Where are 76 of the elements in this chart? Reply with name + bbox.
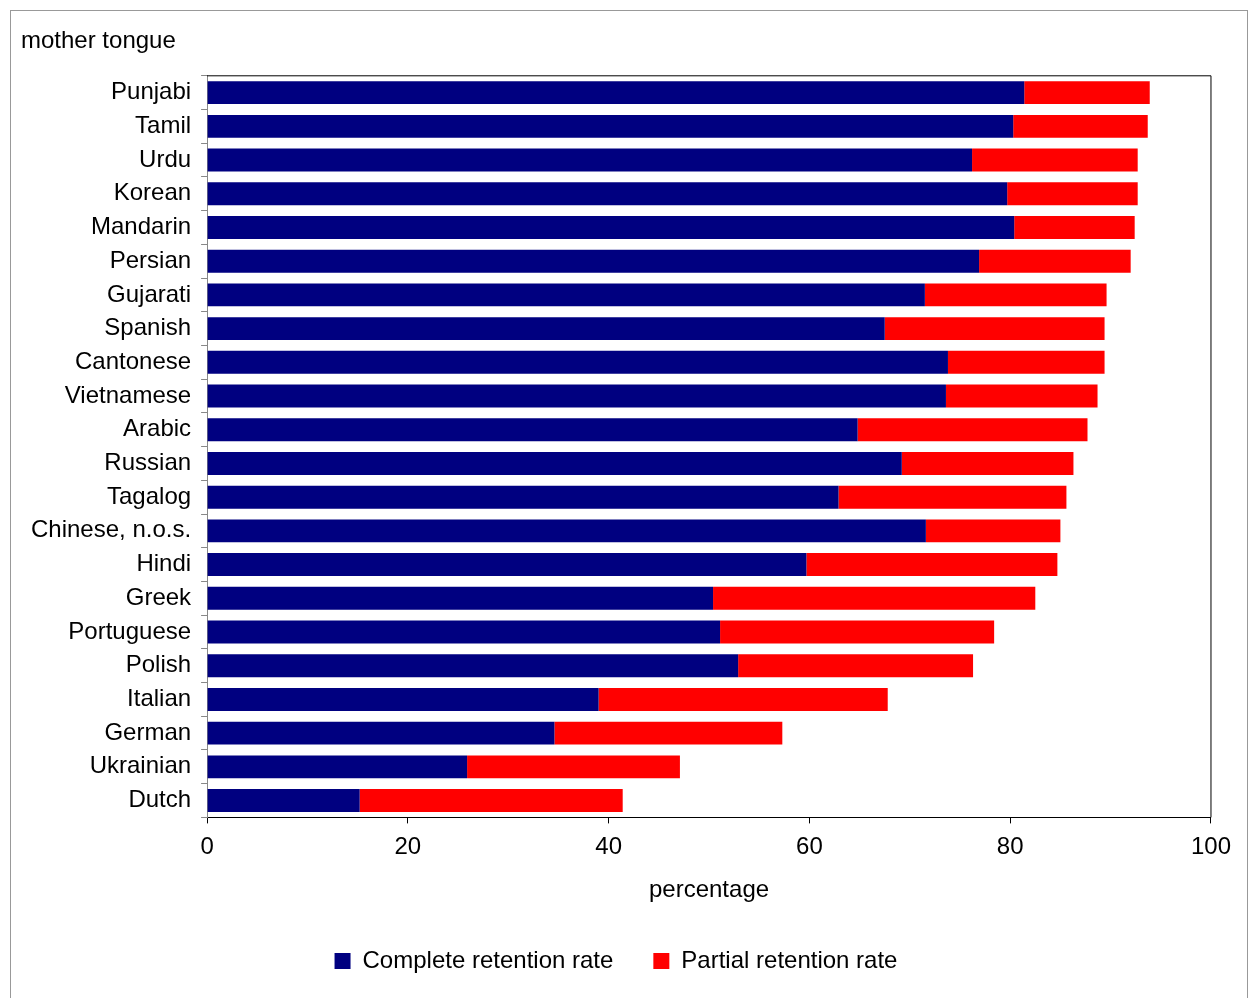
bar [1013, 114, 1148, 138]
x-axis-title: percentage [648, 875, 770, 903]
x-tick-label: 60 [796, 832, 823, 860]
bar [207, 519, 926, 543]
bar [738, 654, 974, 678]
bar [207, 81, 1025, 105]
bar [945, 384, 1098, 408]
bar [207, 317, 885, 341]
x-tick-label: 20 [394, 832, 422, 860]
bar [838, 485, 1067, 509]
bar [1007, 182, 1138, 206]
legend-label: Complete retention rate [362, 945, 614, 973]
y-tick-label: German [104, 717, 192, 745]
x-tick-label: 0 [200, 832, 214, 860]
bar [207, 755, 468, 779]
bar [554, 721, 783, 745]
y-tick-label: Cantonese [75, 346, 192, 374]
bar [884, 317, 1105, 341]
y-tick-label: Korean [113, 178, 192, 206]
y-tick-label: Gujarati [107, 279, 192, 307]
bar [359, 789, 623, 813]
bar [207, 485, 839, 509]
y-tick-label: Russian [104, 448, 192, 476]
bar [972, 148, 1138, 172]
y-tick-label: Tagalog [107, 481, 192, 509]
x-tick-label: 100 [1190, 832, 1231, 860]
y-tick-label: Polish [125, 650, 192, 678]
bar [1024, 81, 1150, 105]
y-tick-label: Portuguese [68, 616, 192, 644]
bar [207, 418, 858, 442]
y-tick-label: Vietnamese [64, 380, 192, 408]
chart-title: mother tongue [21, 26, 176, 54]
bar [207, 350, 948, 374]
y-tick-label: Arabic [123, 414, 192, 442]
bar [720, 620, 995, 644]
legend-label: Partial retention rate [681, 945, 898, 973]
y-tick-label: Tamil [135, 110, 192, 138]
y-tick-label: Italian [127, 684, 192, 712]
bar [207, 553, 807, 577]
bar [207, 687, 599, 711]
bar [207, 283, 925, 307]
bar [207, 721, 555, 745]
y-tick-label: Chinese, n.o.s. [31, 515, 192, 543]
bar [207, 249, 980, 273]
bar [207, 216, 1015, 239]
bar [207, 620, 721, 644]
y-tick-label: Mandarin [91, 212, 192, 240]
bar [979, 249, 1131, 273]
bar [207, 148, 973, 172]
bar [207, 451, 902, 475]
bar [207, 384, 946, 408]
bar [467, 755, 680, 779]
x-tick-label: 40 [595, 832, 622, 860]
bar [598, 687, 888, 711]
x-tick-label: 80 [996, 832, 1024, 860]
bar [1014, 216, 1135, 239]
bar [901, 451, 1074, 475]
bar [207, 182, 1008, 206]
bar [806, 553, 1058, 577]
y-tick-label: Spanish [104, 313, 192, 341]
y-tick-label: Punjabi [111, 77, 192, 105]
bar [925, 519, 1061, 543]
bar [207, 654, 739, 678]
bar [857, 418, 1088, 442]
y-tick-label: Dutch [128, 785, 192, 813]
bar [924, 283, 1107, 307]
bar [947, 350, 1105, 374]
y-tick-label: Urdu [139, 144, 192, 172]
y-tick-label: Persian [109, 245, 192, 273]
bar [207, 789, 360, 813]
bar [207, 586, 714, 610]
y-tick-label: Hindi [136, 549, 192, 577]
y-tick-label: Greek [125, 582, 193, 610]
bar [207, 114, 1014, 138]
y-tick-label: Ukrainian [89, 751, 192, 779]
bar [713, 586, 1036, 610]
